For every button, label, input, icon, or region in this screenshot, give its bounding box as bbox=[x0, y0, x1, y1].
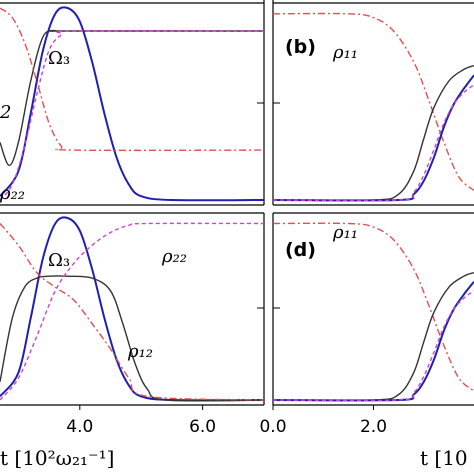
panel-c-rho12-label: ρ₁₂ bbox=[127, 341, 153, 362]
panel-b-tag: (b) bbox=[285, 36, 316, 58]
panel-c-series-1 bbox=[0, 275, 264, 402]
panel-c-xtick-label-0: 4.0 bbox=[66, 417, 93, 437]
panel-b-series-3 bbox=[273, 84, 474, 202]
panel-c-series-0 bbox=[0, 216, 264, 402]
panel-b-rho11-label: ρ₁₁ bbox=[332, 42, 358, 63]
x-ticks: 4.06.04.06.00.02.0 bbox=[66, 405, 387, 437]
panel-a-series-3 bbox=[0, 30, 264, 201]
panel-d-series-0 bbox=[273, 222, 474, 392]
panel-d-tag: (d) bbox=[285, 239, 316, 261]
panel-a-series-0 bbox=[0, 6, 264, 202]
panel-a-omega3-label: Ω₃ bbox=[48, 48, 70, 69]
x-axis-label-right: t [10 bbox=[420, 446, 468, 470]
panel-c-xtick-label-1: 6.0 bbox=[189, 417, 216, 437]
panel-c-rho22-label: ρ₂₂ bbox=[161, 246, 187, 267]
panel-b-series-0 bbox=[273, 12, 474, 191]
panel-d-series-1 bbox=[273, 271, 474, 402]
panel-a-partial-label: 2 bbox=[0, 102, 11, 123]
panel-c-series-2 bbox=[0, 223, 264, 401]
x-axis-label-left: t [10²ω₂₁⁻¹] bbox=[0, 446, 114, 470]
panel-d-xtick-label-0: 0.0 bbox=[259, 417, 286, 437]
panel-d-rho11-label: ρ₁₁ bbox=[332, 222, 358, 243]
panel-d-series-2 bbox=[273, 281, 474, 402]
panel-c-series-3 bbox=[0, 222, 264, 401]
panel-d-series-3 bbox=[273, 290, 474, 402]
panel-a-series-2 bbox=[0, 7, 264, 152]
panel-a-rho22-label: ρ₂₂ bbox=[0, 183, 25, 204]
panel-frames bbox=[0, 0, 474, 406]
panel-b-series-2 bbox=[273, 74, 474, 202]
panel-b-series-1 bbox=[273, 64, 474, 202]
panel-a-series-1 bbox=[0, 29, 264, 167]
panel-curves bbox=[0, 6, 474, 402]
panel-d-xtick-label-1: 2.0 bbox=[360, 417, 387, 437]
panel-c-omega3-label: Ω₃ bbox=[48, 250, 70, 271]
